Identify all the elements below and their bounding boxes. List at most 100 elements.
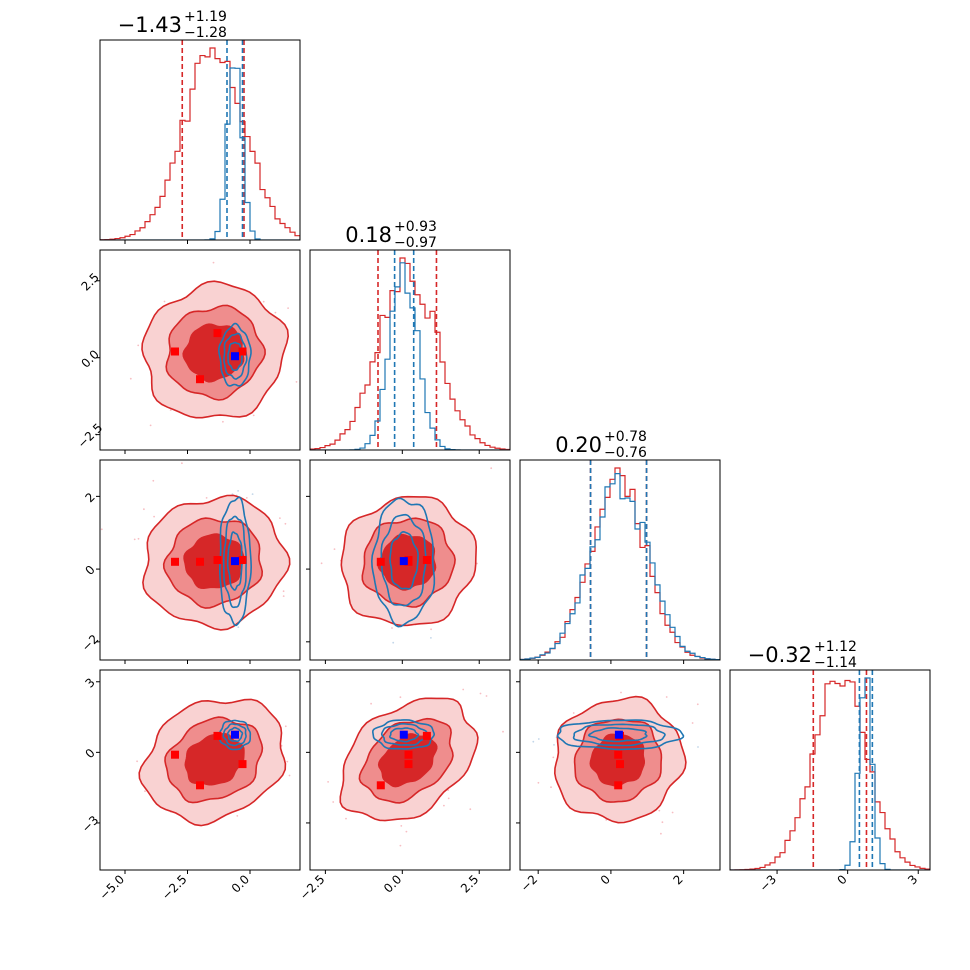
- red-marker-2: [376, 557, 385, 566]
- density-contour-series-2-level-2: [223, 332, 248, 380]
- title-upper-error-param-1: +1.19: [184, 9, 227, 25]
- sample-point: [181, 462, 183, 465]
- sample-point: [447, 797, 450, 800]
- density-contour-series-2-level-2: [222, 515, 247, 609]
- sample-point: [288, 774, 291, 777]
- density-contour-series-2-level-2: [572, 723, 666, 747]
- sample-point: [671, 811, 674, 814]
- histogram-panel-4: −0.32 +1.12−1.14: [729, 639, 931, 871]
- sample-point: [605, 819, 608, 821]
- scatter-panel-3-2: [309, 455, 511, 661]
- x-tick-label-param-4: −3: [757, 872, 779, 894]
- sample-point: [469, 808, 472, 811]
- sample-point: [691, 722, 694, 724]
- histogram-panel-2: 0.18 +0.93−0.97: [309, 219, 511, 451]
- sample-point: [661, 821, 664, 824]
- x-tick-label-param-2: 0.0: [381, 872, 404, 895]
- sample-point: [306, 352, 308, 354]
- density-contour-series-2-level-3: [389, 530, 419, 590]
- sample-point: [696, 703, 699, 706]
- histogram-series-2-param-4: [730, 677, 930, 870]
- title-value-param-2: 0.18: [345, 223, 392, 247]
- x-tick-label-param-3: 0: [598, 872, 613, 887]
- sample-point: [537, 738, 540, 740]
- histogram-series-1-param-4: [730, 679, 930, 870]
- sample-point: [72, 520, 74, 522]
- x-tick-label-param-1: −2.5: [159, 872, 190, 903]
- title-upper-error-param-4: +1.12: [814, 639, 857, 655]
- y-tick-label-param-2: 0.0: [78, 347, 101, 370]
- density-contour-series-2-level-1: [217, 322, 252, 387]
- red-marker-1: [404, 750, 413, 759]
- sample-point: [282, 595, 285, 597]
- red-marker-2: [376, 781, 385, 790]
- x-tick-label-param-3: 2: [670, 872, 685, 887]
- sample-point: [251, 493, 254, 495]
- histogram-series-2-param-2: [310, 262, 510, 450]
- sample-point: [245, 497, 248, 499]
- panel-frame: [309, 669, 511, 871]
- sample-point: [532, 740, 535, 743]
- sample-point: [252, 414, 255, 417]
- blue-marker: [231, 730, 239, 739]
- scatter-panel-4-2: [309, 669, 511, 871]
- panel-frame: [99, 669, 301, 871]
- sample-point: [129, 377, 132, 380]
- sample-point: [284, 522, 287, 525]
- red-marker-4: [238, 760, 247, 769]
- sample-point: [153, 515, 156, 518]
- x-tick-label-param-2: −2.5: [297, 872, 328, 903]
- sample-point: [284, 725, 287, 728]
- sample-point: [237, 626, 240, 628]
- sample-point: [295, 381, 298, 383]
- red-marker-3: [213, 556, 222, 564]
- scatter-panel-3-1: [72, 459, 301, 661]
- sample-point: [149, 424, 152, 427]
- y-tick-label-param-4: −3: [79, 813, 101, 835]
- sample-point: [163, 300, 166, 303]
- sample-point: [169, 409, 172, 411]
- sample-point: [212, 261, 215, 264]
- sample-point: [572, 712, 575, 714]
- sample-point: [485, 695, 488, 697]
- sample-point: [236, 815, 239, 817]
- red-marker-3: [422, 731, 431, 740]
- y-tick-label-param-3: −2: [79, 632, 101, 654]
- title-lower-error-param-2: −0.97: [394, 235, 437, 251]
- sample-point: [279, 517, 281, 519]
- blue-marker: [399, 730, 408, 739]
- scatter-panel-2-1: [99, 249, 308, 451]
- red-marker-4: [404, 760, 413, 769]
- sample-point: [395, 455, 397, 457]
- sample-point: [399, 696, 402, 699]
- histogram-series-1-param-2: [310, 257, 510, 450]
- sample-point: [345, 817, 347, 820]
- sample-point: [430, 637, 432, 639]
- sample-point: [152, 479, 155, 482]
- density-contour-series-2-level-3: [226, 531, 243, 591]
- sample-point: [550, 786, 552, 789]
- red-marker-4: [238, 347, 247, 356]
- sample-point: [658, 809, 661, 812]
- density-contour-series-2-level-3: [388, 727, 420, 743]
- scatter-panel-4-1: [99, 669, 301, 871]
- title-upper-error-param-2: +0.93: [394, 219, 437, 235]
- histogram-series-2-param-1: [100, 67, 300, 240]
- sample-point: [143, 508, 145, 511]
- red-marker-1: [171, 750, 179, 759]
- sample-point: [620, 691, 622, 694]
- sample-point: [490, 467, 493, 470]
- scatter-panel-4-3: [519, 669, 721, 871]
- red-marker-4: [616, 760, 624, 769]
- x-tick-label-param-2: 2.5: [458, 872, 481, 895]
- sample-point: [262, 300, 265, 303]
- red-marker-1: [614, 750, 623, 759]
- blue-marker: [399, 557, 408, 566]
- y-tick-label-param-4: 3: [83, 675, 98, 690]
- sample-point: [137, 344, 140, 347]
- sample-point: [462, 688, 465, 691]
- sample-point: [430, 628, 432, 631]
- panel-frame: [309, 459, 511, 661]
- sample-point: [286, 760, 289, 763]
- panel-frame: [729, 669, 931, 871]
